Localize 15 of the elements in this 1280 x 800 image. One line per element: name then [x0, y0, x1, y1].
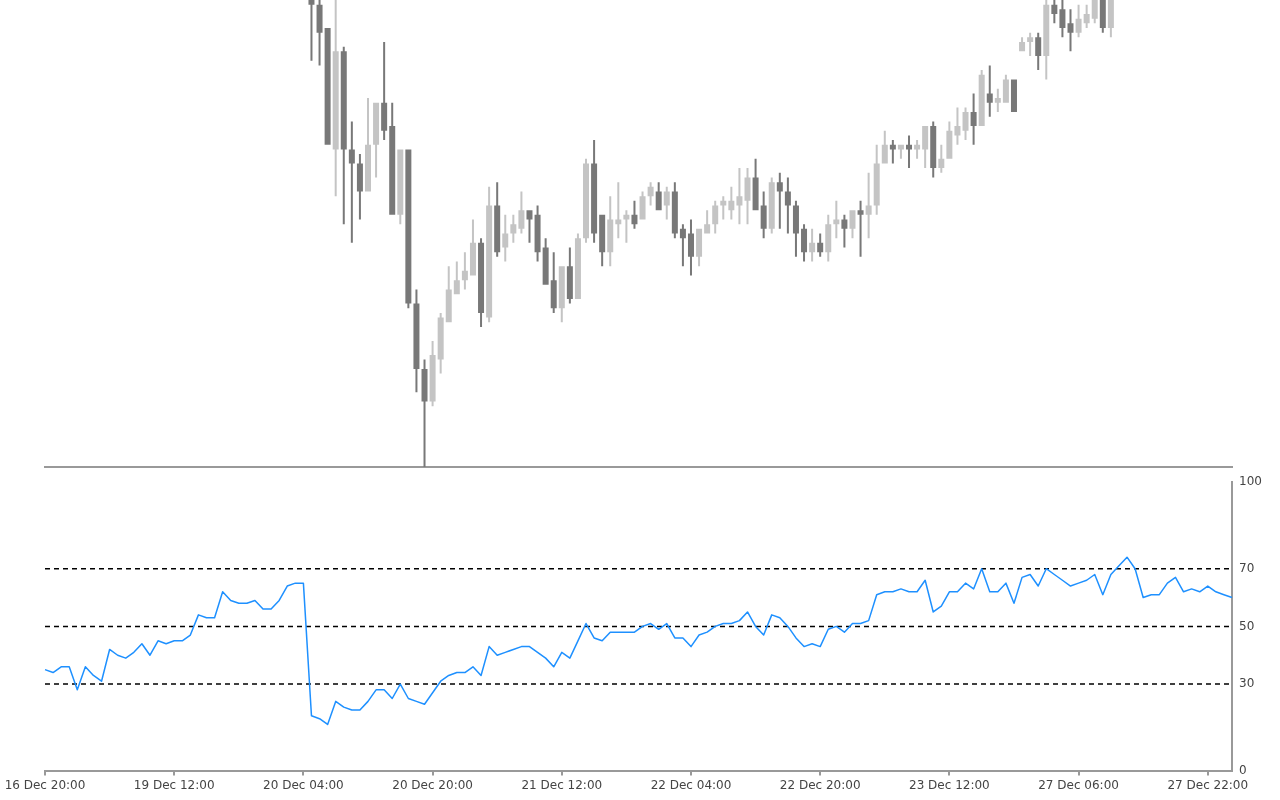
x-tick-label: 27 Dec 06:00	[1038, 777, 1119, 792]
y-tick-label: 50	[1239, 618, 1255, 633]
x-tick-label: 20 Dec 20:00	[392, 777, 473, 792]
y-tick-label: 0	[1239, 762, 1247, 777]
x-tick-label: 23 Dec 12:00	[909, 777, 990, 792]
y-tick-label: 70	[1239, 560, 1255, 575]
x-tick-label: 20 Dec 04:00	[263, 777, 344, 792]
x-tick-label: 19 Dec 12:00	[133, 777, 215, 792]
x-tick-label: 16 Dec 20:00	[4, 777, 86, 792]
y-tick-label: 30	[1239, 676, 1255, 691]
x-tick-label: 21 Dec 12:00	[521, 777, 603, 792]
y-tick-label: 100	[1239, 474, 1262, 489]
x-tick-label: 22 Dec 20:00	[779, 777, 861, 792]
x-tick-label: 27 Dec 22:00	[1167, 777, 1249, 792]
x-tick-label: 22 Dec 04:00	[650, 777, 732, 792]
